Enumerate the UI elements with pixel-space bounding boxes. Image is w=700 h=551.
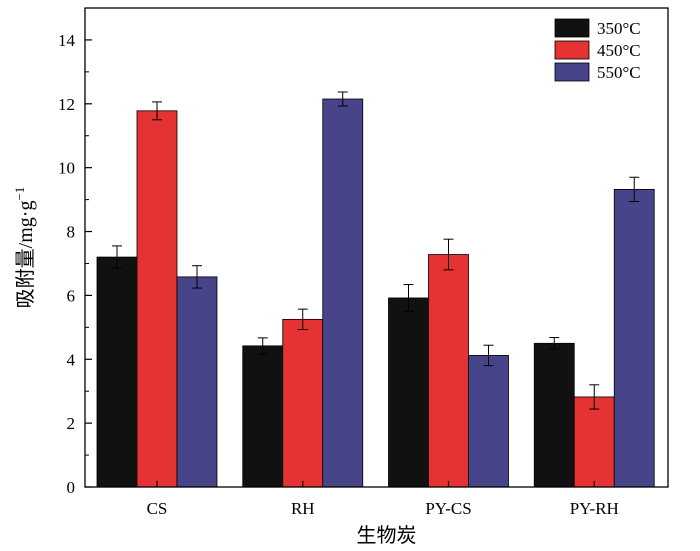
error-bar-py-cs-0 — [403, 284, 414, 312]
error-bar-py-rh-2 — [629, 176, 640, 203]
error-bar-py-rh-1 — [589, 384, 600, 410]
bar-py-cs-0 — [388, 297, 429, 488]
bar-py-rh-0 — [533, 342, 575, 488]
y-axis-title-main: 吸附量/mg·g — [14, 201, 37, 309]
x-axis-title: 生物炭 — [357, 524, 417, 547]
error-bar-py-cs-2 — [483, 344, 494, 367]
plot-area-frame — [84, 7, 669, 488]
y-axis-title-superscript: −1 — [12, 187, 27, 201]
bar-py-cs-1 — [428, 254, 469, 488]
legend-item-0: 350°C — [554, 18, 641, 38]
y-axis: 0 2 4 6 8 10 12 14 — [58, 31, 92, 497]
legend-label: 450°C — [597, 41, 641, 60]
y-tick-label: 6 — [67, 286, 76, 305]
legend-swatch — [554, 62, 590, 82]
error-bar-py-cs-1 — [443, 238, 454, 271]
y-axis-title: 吸附量/mg·g−1 — [12, 187, 37, 309]
y-tick-label: 12 — [58, 95, 75, 114]
bar-py-cs-2 — [468, 355, 509, 488]
bars-layer — [96, 98, 655, 488]
bar-py-rh-2 — [613, 188, 655, 488]
error-bars-layer — [112, 91, 640, 410]
legend: 350°C 450°C 550°C — [554, 18, 641, 82]
bar-py-rh-1 — [573, 396, 615, 488]
error-bar-cs-2 — [192, 265, 202, 289]
y-tick-label: 10 — [58, 159, 75, 178]
y-tick-label: 14 — [58, 31, 76, 50]
y-tick-label: 2 — [67, 414, 76, 433]
bar-cs-1 — [136, 110, 178, 488]
legend-label: 550°C — [597, 63, 641, 82]
legend-item-1: 450°C — [554, 40, 641, 60]
y-tick-label: 4 — [67, 350, 76, 369]
error-bar-py-rh-0 — [549, 337, 560, 350]
legend-swatch — [554, 40, 590, 60]
y-tick-label: 8 — [67, 223, 76, 242]
legend-label: 350°C — [597, 19, 641, 38]
legend-item-2: 550°C — [554, 62, 641, 82]
error-bar-rh-1 — [297, 308, 308, 331]
error-bar-cs-0 — [112, 245, 122, 269]
error-bar-rh-2 — [337, 91, 348, 107]
legend-swatch — [554, 18, 590, 38]
y-tick-label: 0 — [67, 478, 76, 497]
bar-rh-1 — [282, 318, 324, 488]
bar-cs-2 — [176, 276, 218, 488]
bar-rh-2 — [322, 98, 364, 488]
x-tick-label-py-cs: PY-CS — [425, 499, 471, 518]
x-tick-label-cs: CS — [147, 499, 168, 518]
x-tick-label-rh: RH — [291, 499, 315, 518]
x-axis: CS RH PY-CS PY-RH — [147, 481, 619, 518]
x-tick-label-py-rh: PY-RH — [570, 499, 619, 518]
error-bar-cs-1 — [152, 101, 162, 121]
bar-cs-0 — [96, 256, 138, 488]
error-bar-rh-0 — [257, 337, 268, 355]
bar-rh-0 — [242, 345, 284, 488]
